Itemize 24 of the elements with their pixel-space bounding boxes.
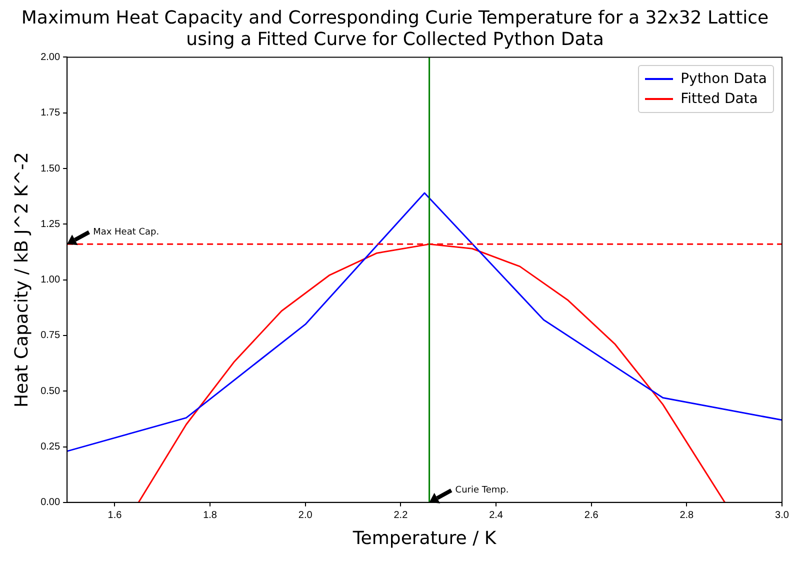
- legend-label: Python Data: [680, 70, 767, 90]
- x-tick-label: 2.8: [680, 510, 694, 522]
- y-tick-label: 1.25: [40, 218, 60, 230]
- y-tick-label: 1.00: [40, 274, 60, 286]
- y-tick-label: 0.75: [40, 330, 60, 342]
- annotation: Max Heat Cap.: [93, 228, 160, 238]
- x-tick-label: 1.8: [203, 510, 218, 522]
- x-tick-label: 2.2: [394, 510, 408, 522]
- y-tick-label: 0.00: [40, 497, 60, 508]
- y-tick-label: 0.50: [40, 386, 60, 397]
- x-tick-label: 2.0: [298, 510, 313, 522]
- y-tick-label: 1.75: [40, 108, 60, 119]
- y-tick-label: 0.25: [40, 442, 60, 452]
- x-axis-title: Temperature / K: [352, 528, 498, 549]
- chart-title: Maximum Heat Capacity and Corresponding Curie Temperature for a 32x32 Lattice using a Fitted Curve for Collected Python Data: [21, 7, 769, 50]
- legend-label: Fitted Data: [680, 90, 758, 110]
- y-tick-label: 2.00: [40, 52, 60, 63]
- x-tick-label: 2.4: [489, 510, 504, 522]
- x-tick-label: 1.6: [108, 510, 122, 522]
- y-axis-title: Heat Capacity / kB J^2 K^-2: [11, 152, 32, 408]
- y-tick-label: 1.50: [40, 163, 60, 174]
- x-tick-label: 2.6: [584, 510, 599, 522]
- annotation: Curie Temp.: [455, 486, 509, 496]
- x-tick-label: 3.0: [775, 510, 790, 522]
